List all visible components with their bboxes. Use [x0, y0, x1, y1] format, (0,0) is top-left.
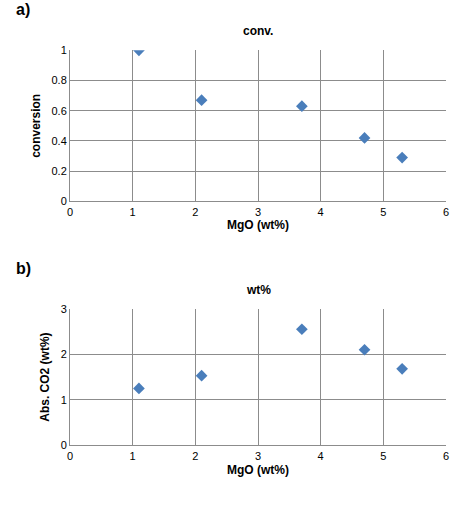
svg-text:b): b): [16, 260, 31, 277]
svg-text:3: 3: [255, 450, 261, 462]
svg-text:0.8: 0.8: [52, 74, 67, 86]
svg-text:0.4: 0.4: [52, 135, 67, 147]
svg-text:a): a): [16, 1, 30, 18]
svg-text:0: 0: [67, 206, 73, 218]
svg-text:2: 2: [192, 450, 198, 462]
svg-text:1: 1: [61, 394, 67, 406]
svg-text:conv.: conv.: [243, 24, 273, 38]
svg-text:3: 3: [61, 303, 67, 315]
svg-text:1: 1: [130, 450, 136, 462]
svg-text:2: 2: [192, 206, 198, 218]
svg-text:Abs. CO2 (wt%): Abs. CO2 (wt%): [38, 332, 52, 421]
svg-text:conversion: conversion: [29, 94, 43, 158]
svg-text:MgO (wt%): MgO (wt%): [227, 463, 289, 477]
svg-text:0.6: 0.6: [52, 105, 67, 117]
svg-text:0: 0: [67, 450, 73, 462]
svg-text:0.2: 0.2: [52, 165, 67, 177]
svg-text:6: 6: [443, 450, 449, 462]
svg-text:2: 2: [61, 348, 67, 360]
svg-text:5: 5: [380, 450, 386, 462]
svg-text:6: 6: [443, 206, 449, 218]
svg-text:4: 4: [318, 450, 324, 462]
svg-text:3: 3: [255, 206, 261, 218]
svg-text:0: 0: [61, 439, 67, 451]
svg-text:1: 1: [130, 206, 136, 218]
svg-text:0: 0: [61, 195, 67, 207]
svg-text:5: 5: [380, 206, 386, 218]
svg-text:wt%: wt%: [246, 283, 271, 297]
svg-text:MgO (wt%): MgO (wt%): [227, 218, 289, 232]
svg-text:1: 1: [61, 44, 67, 56]
svg-text:4: 4: [318, 206, 324, 218]
